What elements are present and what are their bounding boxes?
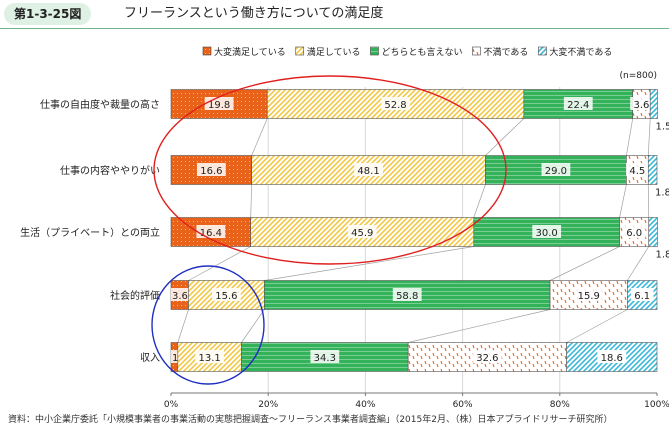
data-label-bg xyxy=(622,225,646,238)
data-label: 29.0 xyxy=(545,166,567,177)
legend-swatch xyxy=(202,46,212,56)
data-label: 52.8 xyxy=(384,100,406,111)
data-label-bg xyxy=(597,350,627,363)
source-note: 資料：中小企業庁委託「小規模事業者の事業活動の実態把握調査～フリーランス事業者調… xyxy=(8,415,613,425)
figure-title: フリーランスという働き方についての満足度 xyxy=(124,6,384,21)
data-label-bg xyxy=(381,97,410,110)
legend-swatch xyxy=(295,46,305,56)
data-label-bg xyxy=(541,163,571,176)
connector-line xyxy=(473,184,486,218)
data-label-bg xyxy=(630,97,653,110)
data-label-bg xyxy=(392,288,422,301)
connector-line xyxy=(566,309,628,343)
data-label: 16.4 xyxy=(200,228,222,239)
connector-line xyxy=(177,309,189,343)
annotation-ellipse-red xyxy=(153,75,507,265)
x-tick-label: 40% xyxy=(355,400,375,410)
bar-segment xyxy=(647,155,658,185)
data-label-bg xyxy=(532,225,562,238)
data-label-bg xyxy=(347,225,377,238)
connector-line xyxy=(627,246,650,281)
data-label: 30.0 xyxy=(536,228,558,239)
connector-line xyxy=(626,118,634,156)
data-label-bg xyxy=(212,288,241,301)
figure-header: 第1-3-25図 フリーランスという働き方についての満足度 xyxy=(0,0,669,29)
data-label: 58.8 xyxy=(396,291,418,302)
data-label: 18.6 xyxy=(601,353,623,364)
data-label: 45.9 xyxy=(351,228,373,239)
x-tick-label: 60% xyxy=(453,400,473,410)
data-label: 3.6 xyxy=(633,100,649,111)
data-label: 34.3 xyxy=(314,353,336,364)
data-label: 1.8 xyxy=(655,250,669,261)
x-tick-label: 0% xyxy=(164,400,179,410)
data-label: 15.6 xyxy=(215,291,237,302)
data-label-bg xyxy=(626,163,649,176)
connector-line xyxy=(549,246,620,281)
category-label: 収入 xyxy=(140,352,160,364)
data-label-bg xyxy=(563,97,593,110)
data-label-bg xyxy=(354,163,383,176)
connector-line xyxy=(264,246,474,281)
connector-line xyxy=(647,118,651,156)
data-label: 13.1 xyxy=(199,353,221,364)
data-label: 22.4 xyxy=(567,100,589,111)
category-label: 仕事の内容ややりがい xyxy=(60,164,160,177)
legend-swatch xyxy=(370,46,379,56)
connector-line xyxy=(250,184,253,218)
annotation-ellipse-blue xyxy=(151,265,265,385)
category-label: 社会的評価 xyxy=(110,289,160,302)
header-divider xyxy=(0,28,669,29)
x-tick-label: 20% xyxy=(258,400,278,410)
data-label: 19.8 xyxy=(208,100,230,111)
data-label-bg xyxy=(171,288,194,301)
bar-segment xyxy=(649,89,658,119)
data-label-bg xyxy=(630,288,654,301)
data-label: 1.8 xyxy=(655,188,669,199)
legend-label: 満足している xyxy=(307,47,361,58)
connector-line xyxy=(408,309,551,343)
legend-label: 大変不満である xyxy=(549,46,612,58)
connector-line xyxy=(619,184,627,218)
data-label: 6.0 xyxy=(626,228,642,239)
data-label-bg xyxy=(196,163,226,176)
sample-size-note: (n=800) xyxy=(620,71,657,81)
connector-line xyxy=(188,246,251,281)
data-label: 48.1 xyxy=(357,166,379,177)
data-label-bg xyxy=(574,288,604,301)
bar-segment xyxy=(648,217,658,247)
legend-label: どちらとも言えない xyxy=(381,46,462,58)
legend-swatch xyxy=(472,46,481,56)
data-label: 16.6 xyxy=(200,166,222,177)
data-label: 6.1 xyxy=(634,291,650,302)
figure-number-badge: 第1-3-25図 xyxy=(4,3,92,25)
x-tick-label: 100% xyxy=(644,400,669,410)
data-label: 1.5 xyxy=(655,122,669,133)
legend-label: 大変満足している xyxy=(214,46,286,58)
connector-line xyxy=(241,309,265,343)
data-label-bg xyxy=(472,350,502,363)
data-label-bg xyxy=(195,350,225,363)
x-tick-label: 80% xyxy=(550,400,570,410)
connector-line xyxy=(251,118,268,156)
data-label: 32.6 xyxy=(476,353,498,364)
data-label: 15.9 xyxy=(578,291,600,302)
legend-label: 不満である xyxy=(483,47,528,58)
data-label: 4.5 xyxy=(629,166,645,177)
connector-line xyxy=(485,118,525,156)
category-label: 生活（プライベート）との両立 xyxy=(20,226,160,239)
data-label: 3.6 xyxy=(172,291,188,302)
legend-swatch xyxy=(538,46,547,56)
category-label: 仕事の自由度や裁量の高さ xyxy=(40,98,160,111)
data-label-bg xyxy=(310,350,340,363)
